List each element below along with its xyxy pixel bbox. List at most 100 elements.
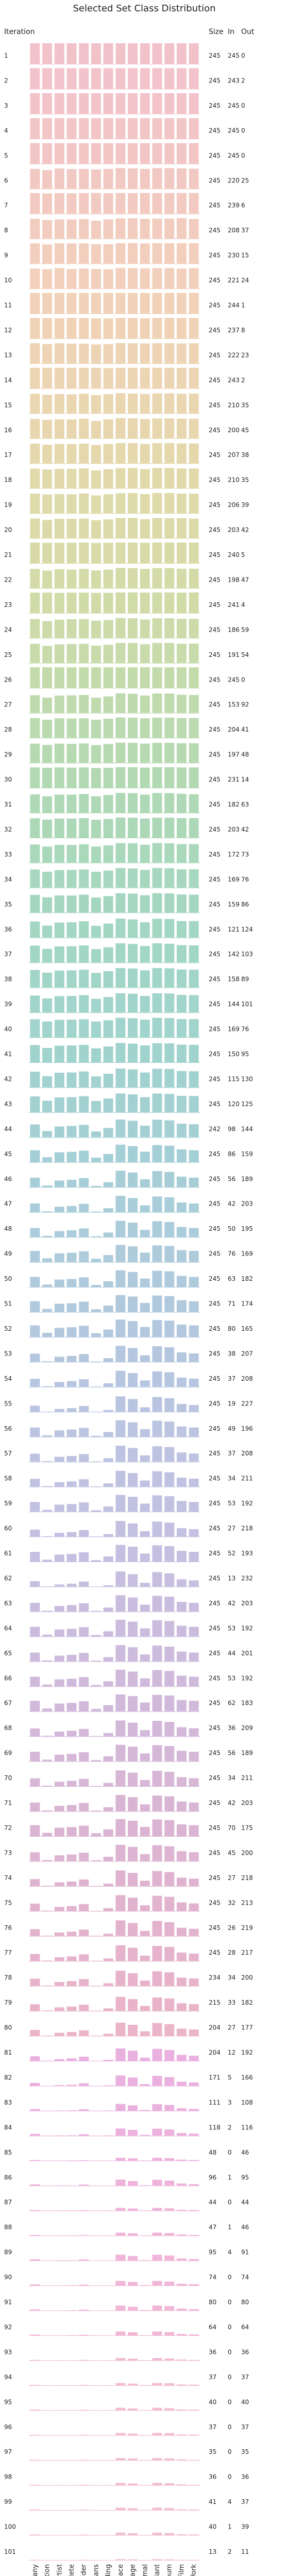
bar bbox=[140, 1480, 150, 1487]
iteration-label: 23 bbox=[4, 601, 12, 608]
bar bbox=[30, 970, 40, 988]
bar bbox=[30, 2560, 40, 2561]
bar bbox=[128, 168, 138, 189]
bar bbox=[115, 193, 126, 214]
bar bbox=[176, 1044, 187, 1062]
bar bbox=[103, 768, 113, 788]
bar bbox=[115, 2383, 126, 2385]
out-value: 37 bbox=[241, 2498, 249, 2505]
iteration-row: 78 234 34 200 bbox=[4, 1971, 253, 1987]
bar bbox=[128, 1043, 138, 1062]
bar bbox=[176, 367, 187, 388]
bar bbox=[140, 519, 150, 538]
bar bbox=[91, 495, 101, 514]
bar bbox=[54, 518, 64, 538]
bar bbox=[176, 1700, 187, 1711]
iteration-row: 82 171 5 166 bbox=[4, 2074, 253, 2087]
bar bbox=[91, 1833, 101, 1836]
bar bbox=[189, 2259, 199, 2261]
bar bbox=[189, 667, 199, 688]
iteration-row: 33 245 172 73 bbox=[4, 843, 249, 863]
bar bbox=[79, 995, 89, 1013]
bar bbox=[54, 1703, 64, 1711]
bar bbox=[152, 1093, 162, 1112]
bar bbox=[103, 1281, 113, 1287]
in-value: 239 bbox=[228, 202, 240, 209]
bar bbox=[128, 1069, 138, 1088]
bar bbox=[79, 1406, 89, 1412]
bar bbox=[189, 418, 199, 438]
bar bbox=[30, 1019, 40, 1038]
bar bbox=[79, 970, 89, 988]
bar bbox=[79, 894, 89, 913]
bar bbox=[79, 1379, 89, 1387]
bar bbox=[140, 1880, 150, 1886]
size-value: 96 bbox=[209, 2174, 216, 2181]
out-value: 39 bbox=[241, 2523, 249, 2531]
bar bbox=[66, 169, 77, 189]
bar bbox=[152, 2076, 162, 2086]
bar bbox=[54, 2059, 64, 2061]
bar bbox=[164, 1772, 175, 1787]
bar bbox=[152, 843, 162, 863]
bar bbox=[189, 1580, 199, 1587]
iteration-label: 44 bbox=[4, 1125, 12, 1132]
bar bbox=[91, 1461, 101, 1462]
bar bbox=[54, 469, 64, 488]
bar bbox=[54, 1957, 64, 1961]
bar bbox=[115, 1819, 126, 1836]
bar bbox=[66, 895, 77, 913]
in-value: 45 bbox=[228, 1849, 235, 1856]
bar bbox=[79, 493, 89, 514]
bar bbox=[128, 1820, 138, 1836]
bar bbox=[176, 68, 187, 89]
out-value: 41 bbox=[241, 726, 249, 733]
bar bbox=[164, 1197, 175, 1212]
bar bbox=[140, 343, 150, 364]
bar bbox=[152, 1545, 162, 1562]
bar bbox=[30, 444, 40, 464]
bar bbox=[79, 1929, 89, 1936]
bar bbox=[164, 618, 175, 638]
bar bbox=[152, 493, 162, 514]
iteration-row: 88 47 1 46 bbox=[4, 2224, 249, 2236]
bar bbox=[103, 1585, 113, 1587]
bar bbox=[140, 2260, 150, 2261]
bar bbox=[140, 1980, 150, 1986]
bar bbox=[164, 592, 175, 613]
out-value: 92 bbox=[241, 701, 249, 708]
bar bbox=[176, 1927, 187, 1936]
bar bbox=[42, 744, 53, 763]
iteration-label: 34 bbox=[4, 876, 12, 883]
bar bbox=[42, 344, 53, 364]
bar bbox=[91, 646, 101, 663]
bar bbox=[103, 368, 113, 388]
bar bbox=[42, 118, 53, 139]
bar bbox=[128, 1246, 138, 1262]
bar bbox=[79, 243, 89, 264]
iteration-row: 26 245 245 0 bbox=[4, 667, 245, 689]
iteration-label: 33 bbox=[4, 851, 12, 858]
in-value: 4 bbox=[228, 2498, 232, 2505]
bar bbox=[140, 1125, 150, 1138]
out-value: 0 bbox=[241, 127, 245, 134]
bar bbox=[103, 1329, 113, 1337]
bar bbox=[152, 1694, 162, 1711]
bar bbox=[152, 2208, 162, 2211]
bar bbox=[176, 2434, 187, 2435]
bar bbox=[140, 667, 150, 688]
bar bbox=[189, 1378, 199, 1387]
bar bbox=[140, 143, 150, 164]
out-value: 46 bbox=[241, 2149, 249, 2156]
bar bbox=[42, 925, 53, 938]
bar bbox=[140, 2134, 150, 2136]
iteration-label: 94 bbox=[4, 2374, 12, 2381]
bar bbox=[30, 1353, 40, 1362]
bar bbox=[79, 667, 89, 688]
bar bbox=[164, 518, 175, 538]
bar bbox=[128, 1422, 138, 1437]
in-value: 38 bbox=[228, 1350, 235, 1357]
size-value: 245 bbox=[209, 701, 221, 708]
bar bbox=[54, 1754, 64, 1761]
